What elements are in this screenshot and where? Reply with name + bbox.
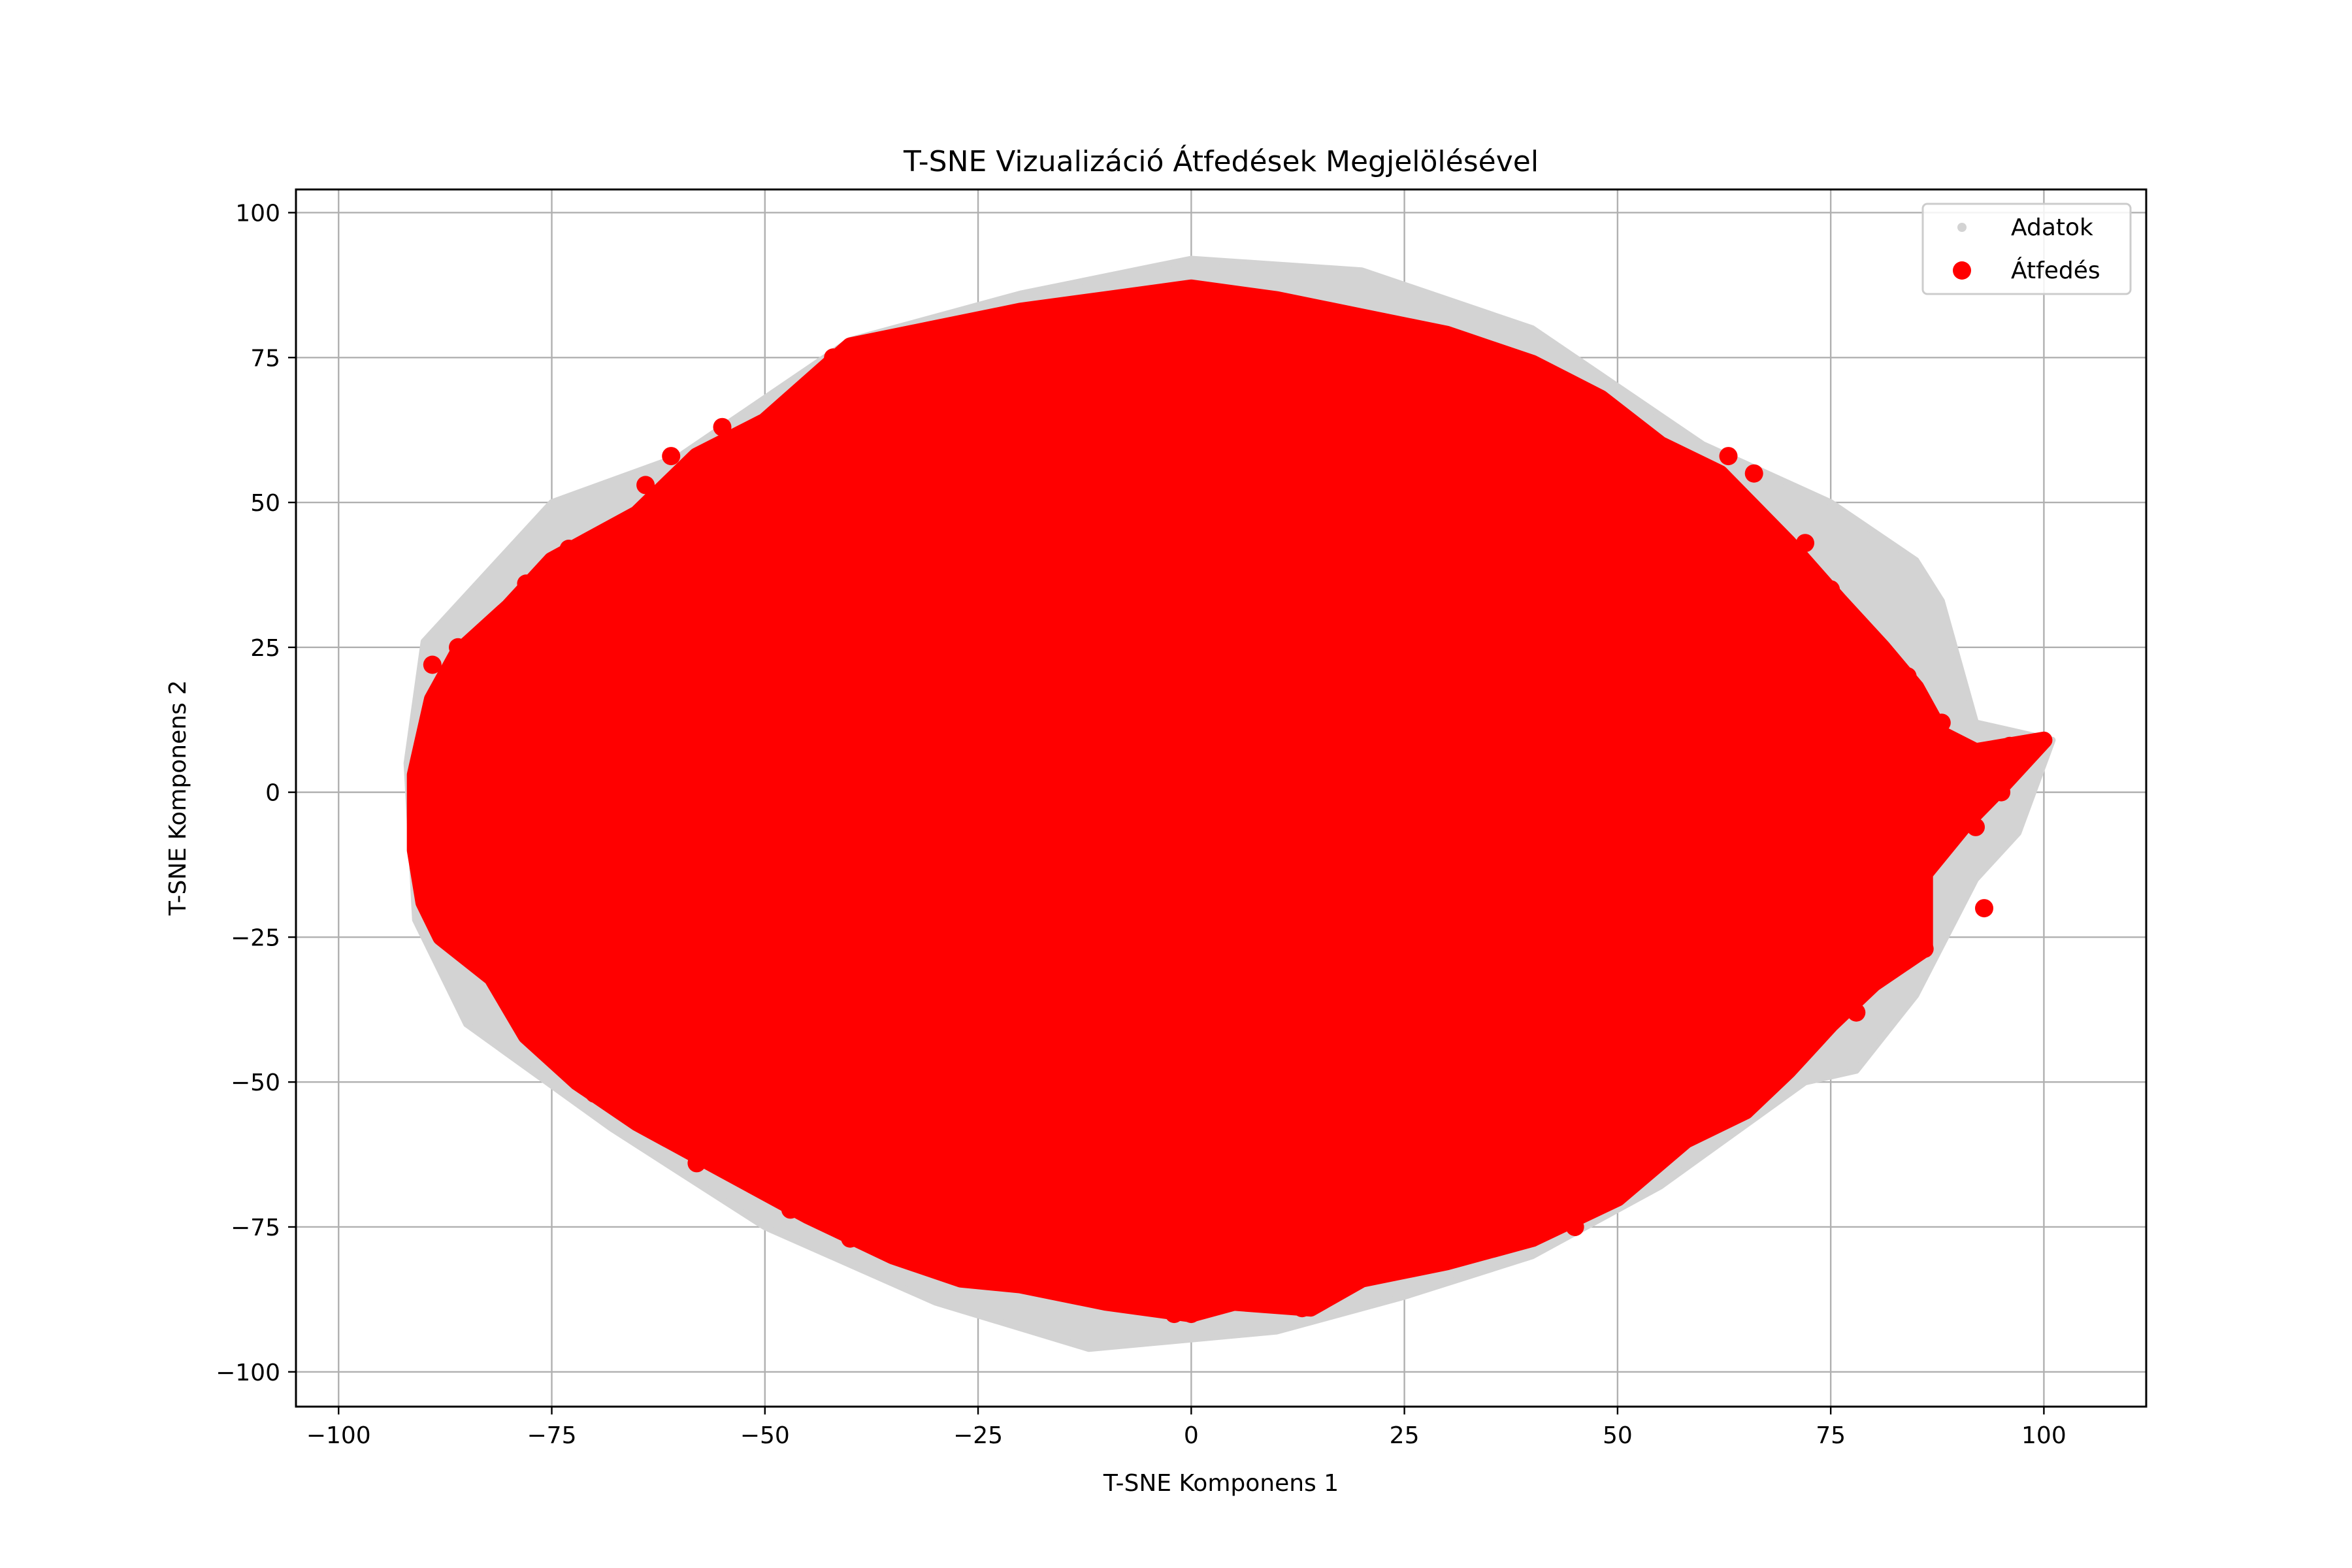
series-atfedes-point — [1207, 1293, 1226, 1312]
plot-area — [403, 255, 2056, 1352]
y-tick-label: −25 — [231, 924, 280, 951]
series-atfedes-point — [1975, 899, 1993, 918]
series-atfedes-point — [943, 1264, 962, 1282]
series-atfedes-point — [713, 417, 732, 436]
series-atfedes-point — [559, 540, 578, 558]
series-atfedes-point — [841, 1229, 860, 1248]
series-atfedes-point — [1915, 939, 1934, 958]
series-atfedes-point — [449, 638, 467, 657]
series-atfedes-point — [1565, 377, 1584, 396]
series-atfedes-point — [1821, 580, 1840, 599]
series-atfedes-point — [1565, 1218, 1584, 1236]
series-atfedes-point — [1992, 783, 2011, 802]
series-atfedes-point — [1079, 296, 1098, 315]
legend-marker-atfedes — [1953, 261, 1971, 280]
series-atfedes-point — [1710, 1096, 1729, 1115]
x-tick-label: 75 — [1816, 1422, 1846, 1449]
series-atfedes-point — [457, 945, 476, 964]
axis-ticks: −100 −75 −50 −25 0 25 50 75 100 −100 −75 −50 −25 0 25 5… — [216, 200, 2066, 1449]
series-atfedes-point — [542, 1043, 561, 1062]
series-atfedes-point — [440, 690, 459, 709]
x-tick-label: −100 — [306, 1422, 371, 1449]
series-atfedes-point — [483, 627, 502, 645]
x-tick-label: 100 — [2021, 1422, 2066, 1449]
y-tick-label: −75 — [231, 1215, 280, 1241]
series-atfedes-point — [440, 858, 459, 877]
series-atfedes-point — [926, 331, 945, 350]
x-tick-label: 0 — [1184, 1422, 1199, 1449]
series-atfedes-point — [1293, 1299, 1311, 1318]
series-atfedes-point — [1984, 748, 2002, 767]
series-atfedes-point — [1344, 1269, 1363, 1288]
series-atfedes-point — [781, 1200, 800, 1219]
series-atfedes-point — [1932, 713, 1951, 732]
series-atfedes-point — [1625, 423, 1644, 442]
y-tick-label: 0 — [265, 780, 280, 807]
series-atfedes-point — [1967, 817, 1985, 836]
series-atfedes-point — [687, 1154, 706, 1173]
series-atfedes-point — [423, 655, 442, 674]
series-atfedes-point — [824, 348, 843, 367]
series-atfedes-point — [1608, 1183, 1627, 1201]
series-atfedes-point — [423, 887, 442, 906]
series-atfedes-point — [2001, 736, 2019, 755]
series-atfedes-point — [1045, 1275, 1064, 1294]
x-tick-label: 50 — [1603, 1422, 1633, 1449]
series-atfedes-point — [466, 841, 485, 860]
series-atfedes-point — [636, 476, 655, 495]
y-tick-label: 50 — [250, 490, 280, 517]
series-atfedes-point — [1949, 736, 1968, 755]
series-atfedes-point — [662, 447, 681, 466]
legend-label-atfedes: Átfedés — [2011, 257, 2100, 284]
plot-frame — [295, 188, 2148, 1408]
series-atfedes-point — [1395, 1258, 1414, 1277]
y-tick-label: 75 — [250, 345, 280, 372]
series-atfedes-point — [1847, 1003, 1866, 1022]
y-tick-label: 100 — [235, 200, 280, 227]
legend-marker-adatok — [1957, 223, 1967, 232]
y-tick-label: −50 — [231, 1070, 280, 1096]
y-tick-label: 25 — [250, 635, 280, 662]
legend-label-adatok: Adatok — [2011, 214, 2093, 241]
y-tick-label: −100 — [216, 1360, 280, 1386]
series-atfedes-point — [517, 574, 536, 593]
series-atfedes-point — [1898, 667, 1917, 686]
y-axis-label: T-SNE Komponens 2 — [165, 680, 191, 916]
series-atfedes-point — [1744, 464, 1763, 483]
x-tick-label: −75 — [527, 1422, 577, 1449]
x-tick-label: −25 — [953, 1422, 1003, 1449]
x-tick-label: 25 — [1390, 1422, 1420, 1449]
series-atfedes-cloud — [406, 279, 2053, 1323]
series-atfedes-point — [1182, 1305, 1201, 1324]
series-atfedes-point — [1454, 336, 1473, 355]
legend-box — [1921, 203, 2132, 295]
series-atfedes-point — [1719, 447, 1738, 466]
chart-title: T-SNE Vizualizáció Átfedések Megjelölésé… — [903, 144, 1539, 178]
series-atfedes-point — [585, 1084, 604, 1103]
legend: Adatok Átfedés — [1921, 203, 2132, 295]
series-atfedes-point — [440, 771, 459, 790]
x-tick-label: −50 — [740, 1422, 790, 1449]
series-atfedes-point — [798, 377, 817, 396]
series-atfedes-point — [1165, 1305, 1184, 1324]
series-atfedes-point — [1796, 534, 1814, 553]
series-atfedes-point — [1659, 1142, 1678, 1161]
x-axis-label: T-SNE Komponens 1 — [1103, 1470, 1339, 1497]
series-atfedes-point — [1889, 939, 1908, 958]
